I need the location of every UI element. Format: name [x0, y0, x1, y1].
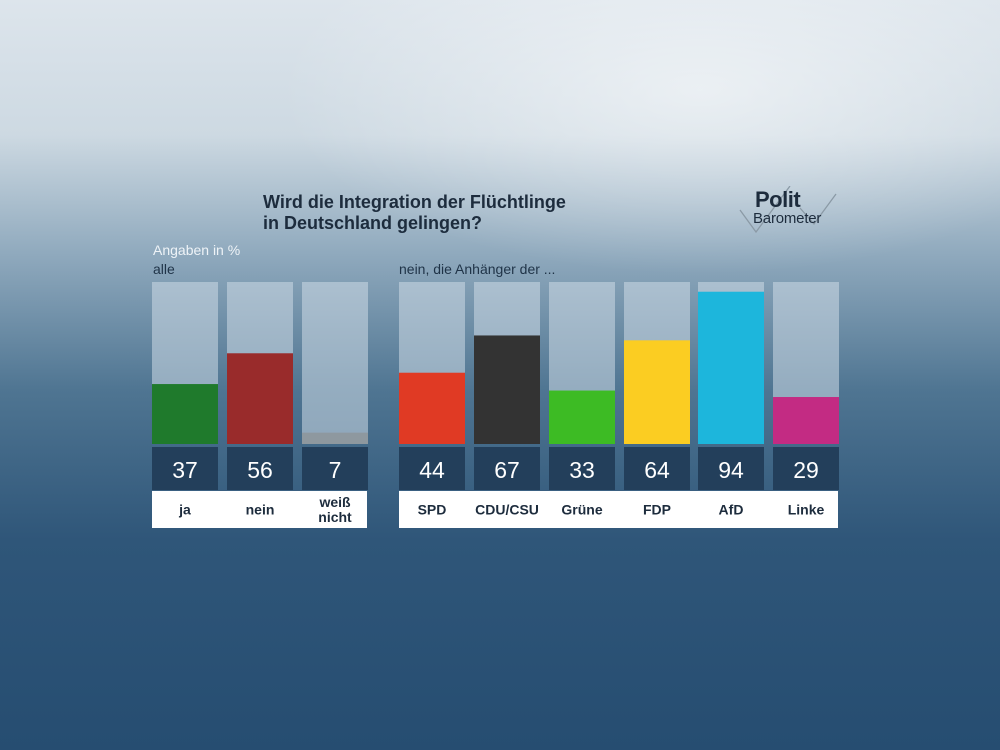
bar-linke — [773, 397, 839, 444]
value-box-grüne — [549, 447, 615, 490]
data-label-weiß-nicht: 7 — [329, 457, 342, 483]
data-label-fdp: 64 — [644, 457, 670, 483]
chart-title-line-2: in Deutschland gelingen? — [263, 213, 483, 233]
value-box-nein — [227, 447, 293, 490]
chart-title: Wird die Integration der Flüchtlinge in … — [263, 192, 566, 234]
category-label-ja: ja — [178, 502, 191, 518]
data-label-grüne: 33 — [569, 457, 595, 483]
data-label-cdu-csu: 67 — [494, 457, 520, 483]
data-label-afd: 94 — [718, 457, 744, 483]
checkmark-icon — [739, 186, 837, 234]
category-label-cdu-csu: CDU/CSU — [475, 502, 539, 518]
category-label-afd: AfD — [719, 502, 744, 518]
category-label-weiß-nicht: nicht — [318, 509, 352, 525]
bar-afd — [698, 291, 764, 444]
category-label-fdp: FDP — [643, 502, 671, 518]
bar-fdp — [624, 340, 690, 444]
logo-text-polit: Polit — [755, 187, 801, 212]
bar-cdu-csu — [474, 335, 540, 444]
category-label-weiß-nicht: weiß — [318, 494, 351, 510]
data-label-nein: 56 — [247, 457, 273, 483]
label-panel-0 — [152, 491, 367, 528]
label-panel-1 — [399, 491, 838, 528]
category-label-nein: nein — [246, 502, 275, 518]
politbarometer-logo: Polit Barometer — [738, 186, 838, 236]
value-box-weiß-nicht — [302, 447, 368, 490]
value-box-cdu-csu — [474, 447, 540, 490]
bar-ja — [152, 384, 218, 444]
group-label-supporters: nein, die Anhänger der ... — [399, 261, 556, 277]
bar-nein — [227, 353, 293, 444]
bar-grüne — [549, 390, 615, 444]
value-box-linke — [773, 447, 839, 490]
category-label-grüne: Grüne — [561, 502, 602, 518]
data-label-spd: 44 — [419, 457, 445, 483]
unit-label: Angaben in % — [153, 242, 241, 258]
value-box-afd — [698, 447, 764, 490]
logo-text-barometer: Barometer — [753, 210, 822, 227]
bar-track-weiß-nicht — [302, 282, 368, 444]
bar-spd — [399, 372, 465, 444]
category-label-spd: SPD — [418, 502, 447, 518]
category-label-linke: Linke — [788, 502, 825, 518]
group-label-all: alle — [153, 261, 175, 277]
data-label-ja: 37 — [172, 457, 198, 483]
chart-title-line-1: Wird die Integration der Flüchtlinge — [263, 192, 566, 212]
bar-weiß-nicht — [302, 432, 368, 444]
value-box-spd — [399, 447, 465, 490]
data-label-linke: 29 — [793, 457, 819, 483]
value-box-ja — [152, 447, 218, 490]
value-box-fdp — [624, 447, 690, 490]
